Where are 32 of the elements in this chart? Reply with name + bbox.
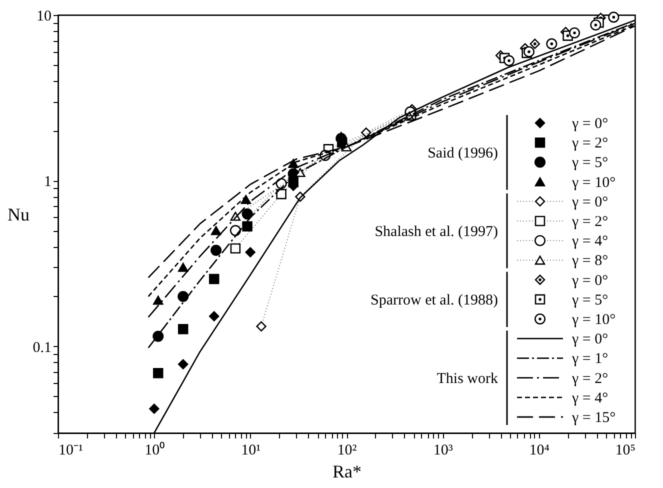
legend-label: γ = 5° — [571, 155, 608, 172]
legend-label: γ = 2° — [571, 136, 608, 152]
legend-label: γ = 15° — [571, 410, 616, 426]
legend-label: γ = 4° — [571, 234, 608, 250]
annotation: This work — [436, 370, 498, 387]
x-axis-title: Ra* — [332, 462, 362, 482]
x-tick-label: 10⁻¹ — [58, 442, 83, 458]
y-tick-label: 10 — [36, 8, 52, 24]
x-tick-label: 10² — [337, 442, 358, 458]
annotation: Sparrow et al. (1988) — [370, 292, 498, 308]
x-tick-label: 10⁵ — [615, 442, 636, 458]
y-tick-label: 1 — [44, 174, 52, 190]
x-tick-label: 10⁰ — [144, 442, 165, 458]
y-axis-title: Nu — [8, 204, 30, 224]
legend-label: γ = 8° — [571, 253, 608, 270]
legend-label: γ = 0° — [571, 116, 608, 132]
legend-label: γ = 5° — [571, 292, 608, 308]
legend-label: γ = 4° — [571, 390, 608, 406]
legend-label: γ = 1° — [571, 351, 608, 368]
legend-label: γ = 10° — [571, 312, 616, 328]
legend-label: γ = 0° — [571, 272, 608, 289]
y-tick-label: 0.1 — [32, 340, 52, 356]
annotation: Said (1996) — [428, 145, 498, 162]
annotation: Shalash et al. (1997) — [374, 224, 498, 240]
legend-label: γ = 2° — [571, 214, 608, 230]
legend-label: γ = 0° — [571, 194, 608, 210]
x-tick-label: 10⁴ — [529, 442, 550, 458]
legend-label: γ = 10° — [571, 174, 616, 191]
x-tick-label: 10¹ — [241, 442, 261, 458]
legend-label: γ = 2° — [571, 370, 608, 387]
x-tick-label: 10³ — [433, 442, 454, 458]
legend-label: γ = 0° — [571, 332, 608, 348]
